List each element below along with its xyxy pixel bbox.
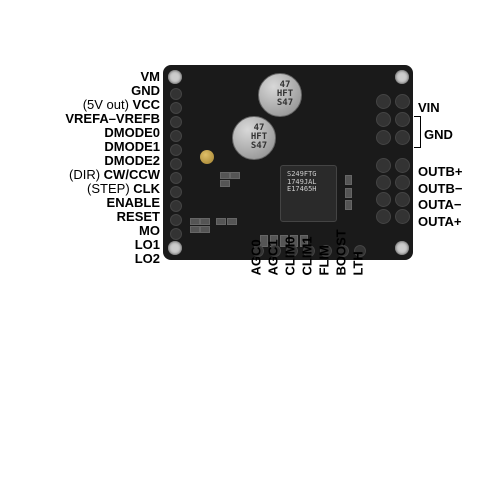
pin-label-left: DMODE2 — [104, 153, 160, 168]
chip-marking: S249FTG 1749JAL E17465H — [287, 171, 336, 194]
pin-label-right: OUTB+ — [418, 164, 462, 179]
pin-label-left: DMODE0 — [104, 125, 160, 140]
smd-component — [190, 218, 200, 225]
rf-connector — [200, 150, 214, 164]
capacitor: 47 HFT S47 — [258, 73, 302, 117]
pin-label-bottom: FLIM — [317, 245, 332, 275]
pin-label-left: ENABLE — [107, 195, 160, 210]
pin-label-bottom: AGC0 — [249, 239, 264, 275]
smd-component — [227, 218, 237, 225]
pin-label-bottom: BOOST — [334, 229, 349, 275]
cap-marking: 47 HFT S47 — [269, 81, 301, 108]
pin-label-right: OUTA+ — [418, 214, 461, 229]
pin-label-left: LO1 — [135, 237, 160, 252]
pin-label-left: LO2 — [135, 251, 160, 266]
pin-label-left: (5V out) VCC — [83, 97, 160, 112]
pin-label-right: VIN — [418, 100, 440, 115]
pin-label-left: (STEP) CLK — [87, 181, 160, 196]
smd-component — [190, 226, 200, 233]
gnd-bracket — [414, 116, 421, 148]
mounting-hole — [395, 241, 409, 255]
pin-label-right: OUTB− — [418, 181, 462, 196]
driver-chip: S249FTG 1749JAL E17465H — [280, 165, 337, 222]
pin-label-left: VM — [141, 69, 161, 84]
pin-label-left: (DIR) CW/CCW — [69, 167, 160, 182]
smd-component — [345, 188, 352, 198]
pinout-diagram: { "pcb": { "x": 163, "y": 65, "w": 250, … — [0, 0, 500, 500]
cap-marking: 47 HFT S47 — [243, 124, 275, 151]
pin-label-left: VREFA–VREFB — [65, 111, 160, 126]
smd-component — [200, 226, 210, 233]
smd-component — [220, 172, 230, 179]
pin-label-bottom: CLIM1 — [300, 237, 315, 276]
smd-component — [345, 175, 352, 185]
pin-label-left: GND — [131, 83, 160, 98]
pin-label-bottom: AGC1 — [266, 239, 281, 275]
smd-component — [220, 180, 230, 187]
smd-component — [216, 218, 226, 225]
smd-component — [345, 200, 352, 210]
smd-component — [200, 218, 210, 225]
pin-label-right: OUTA− — [418, 197, 461, 212]
mounting-hole — [395, 70, 409, 84]
mounting-hole — [168, 241, 182, 255]
pin-label-left: DMODE1 — [104, 139, 160, 154]
pin-label-left: MO — [139, 223, 160, 238]
capacitor: 47 HFT S47 — [232, 116, 276, 160]
smd-component — [230, 172, 240, 179]
pin-label-bottom: LTH — [351, 251, 366, 275]
pin-label-bottom: CLIM0 — [283, 237, 298, 276]
mounting-hole — [168, 70, 182, 84]
pin-label-right: GND — [424, 127, 453, 142]
pin-label-left: RESET — [117, 209, 160, 224]
